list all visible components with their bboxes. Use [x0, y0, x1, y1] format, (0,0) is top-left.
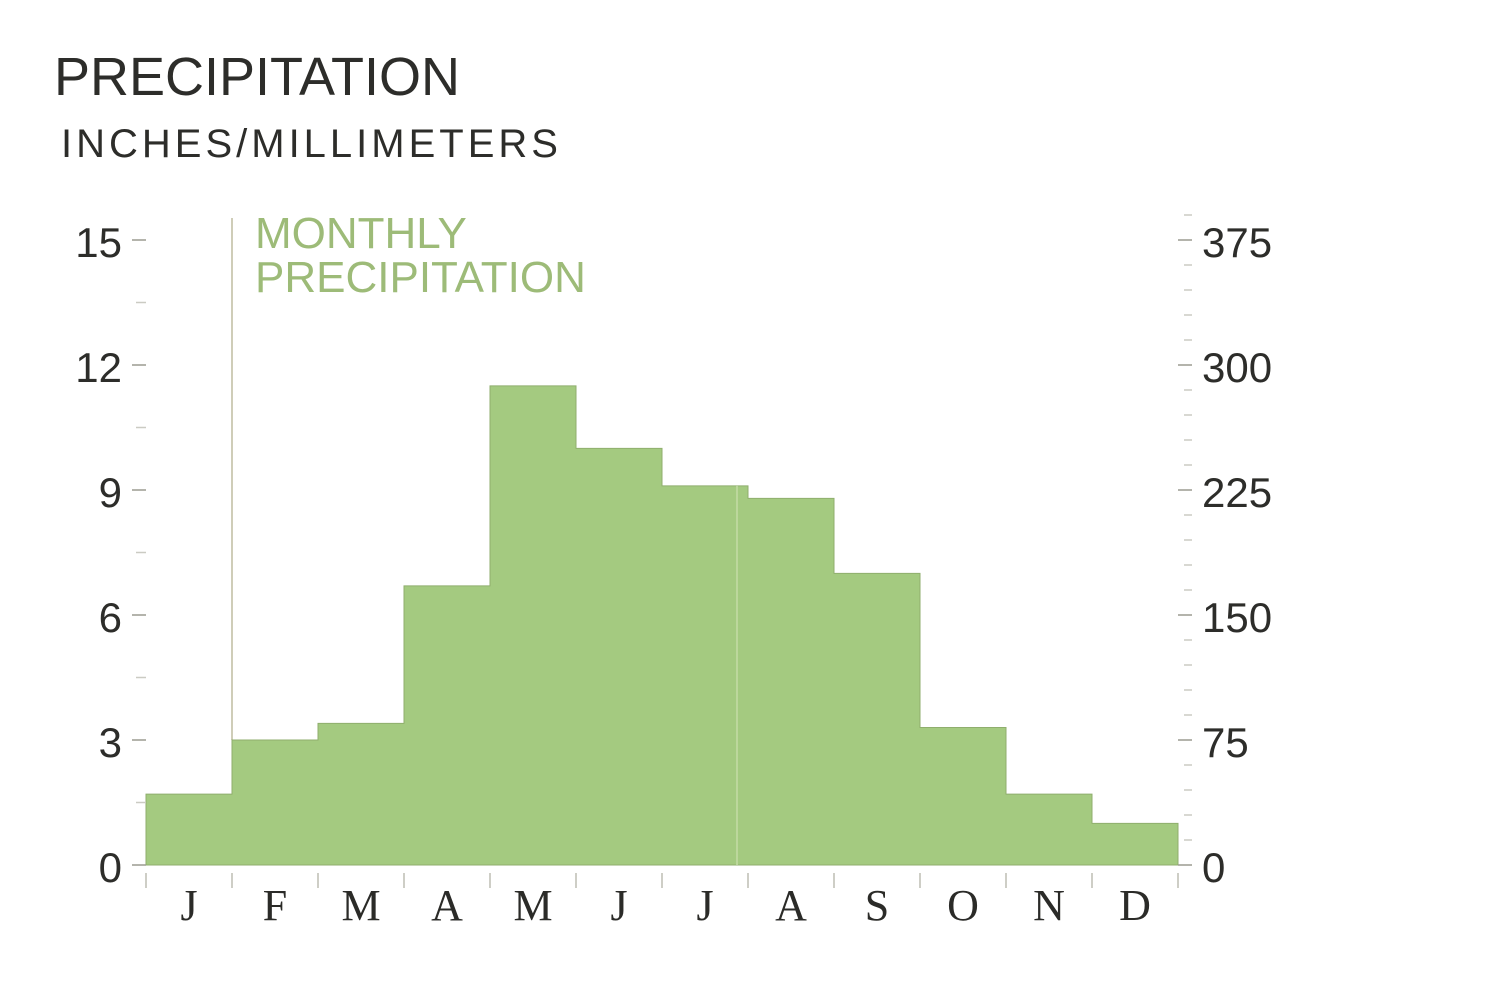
svg-text:225: 225 — [1202, 469, 1272, 516]
svg-text:J: J — [610, 881, 627, 930]
svg-text:150: 150 — [1202, 594, 1272, 641]
svg-text:A: A — [431, 881, 463, 930]
svg-text:0: 0 — [1202, 844, 1225, 891]
svg-text:3: 3 — [99, 719, 122, 766]
svg-text:M: M — [513, 881, 552, 930]
svg-text:O: O — [947, 881, 979, 930]
svg-text:0: 0 — [99, 844, 122, 891]
svg-text:D: D — [1119, 881, 1151, 930]
svg-text:A: A — [775, 881, 807, 930]
svg-text:6: 6 — [99, 594, 122, 641]
svg-text:300: 300 — [1202, 344, 1272, 391]
svg-text:12: 12 — [75, 344, 122, 391]
svg-text:15: 15 — [75, 219, 122, 266]
svg-text:F: F — [263, 881, 287, 930]
svg-text:N: N — [1033, 881, 1065, 930]
svg-text:75: 75 — [1202, 719, 1249, 766]
svg-text:M: M — [341, 881, 380, 930]
svg-text:9: 9 — [99, 469, 122, 516]
svg-text:J: J — [696, 881, 713, 930]
svg-text:375: 375 — [1202, 219, 1272, 266]
svg-text:J: J — [180, 881, 197, 930]
svg-text:S: S — [865, 881, 889, 930]
